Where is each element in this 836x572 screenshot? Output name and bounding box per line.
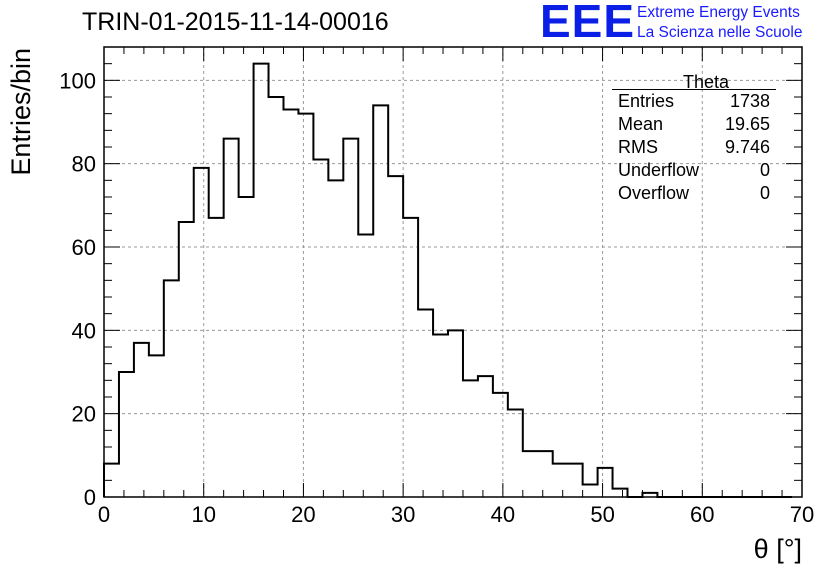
histogram-bin (209, 218, 224, 497)
histogram-bin (343, 139, 358, 497)
stat-label: Overflow (618, 183, 690, 203)
eee-logo: EEE Extreme Energy Events La Scienza nel… (540, 0, 836, 48)
histogram-bin (433, 335, 448, 498)
histogram-bin (313, 160, 328, 498)
y-tick-label: 60 (72, 235, 96, 260)
histogram-bin (493, 393, 508, 497)
histogram-bin (523, 451, 538, 497)
histogram-bin (418, 310, 433, 498)
y-tick-label: 80 (72, 152, 96, 177)
stat-row-mean: Mean 19.65 (612, 113, 776, 136)
y-axis-label: Entries/bin (6, 48, 36, 176)
y-tick-label: 0 (84, 485, 96, 510)
x-tick-label: 30 (391, 502, 415, 527)
histogram-bin (553, 464, 568, 497)
histogram-bin (179, 222, 194, 497)
logo-line-1: Extreme Energy Events (637, 4, 800, 21)
stat-label: Entries (618, 91, 675, 111)
stat-value: 19.65 (724, 114, 770, 134)
logo-line-2: La Scienza nelle Scuole (637, 24, 803, 41)
histogram-outline (103, 62, 793, 498)
histogram-bin (598, 468, 613, 497)
stat-label: Underflow (618, 160, 700, 180)
stat-value: 0 (759, 160, 770, 180)
run-title: TRIN-01-2015-11-14-00016 (82, 8, 389, 36)
histogram-bin (373, 105, 388, 497)
histogram-bin (478, 376, 493, 497)
logo-mark: EEE (540, 0, 636, 47)
x-axis-label: θ [°] (754, 534, 802, 564)
histogram-bin (254, 64, 269, 497)
histogram-bin (538, 451, 553, 497)
y-tick-label: 20 (72, 402, 96, 427)
stat-row-rms: RMS 9.746 (612, 136, 776, 159)
stat-value: 0 (759, 183, 770, 203)
histogram-bin (269, 97, 284, 497)
histogram-bars (103, 62, 793, 498)
stat-label: Mean (618, 114, 664, 134)
stat-label: RMS (618, 137, 658, 157)
y-tick-label: 100 (59, 68, 96, 93)
x-tick-label: 50 (590, 502, 614, 527)
stat-row-entries: Entries 1738 (612, 90, 776, 113)
x-tick-label: 0 (98, 502, 110, 527)
histogram-bin (134, 343, 149, 497)
x-tick-label: 40 (491, 502, 515, 527)
histogram-bin (583, 485, 598, 498)
x-tick-label: 60 (690, 502, 714, 527)
x-tick-label: 20 (291, 502, 315, 527)
stat-row-overflow: Overflow 0 (612, 182, 776, 205)
plot-frame (103, 46, 803, 498)
stat-row-underflow: Underflow 0 (612, 159, 776, 182)
histogram-bin (164, 280, 179, 497)
histogram-bin (403, 218, 418, 497)
histogram-bin (119, 372, 134, 497)
stat-value: 1738 (729, 91, 770, 111)
histogram-bin (298, 114, 313, 497)
histogram-bin (224, 139, 239, 497)
histogram-bin (149, 355, 164, 497)
histogram-bin (328, 180, 343, 497)
x-tick-label: 10 (191, 502, 215, 527)
histogram-bin (613, 489, 628, 497)
grid-lines (104, 47, 802, 497)
histogram-bin (239, 197, 254, 497)
stats-box: Theta Entries 1738 Mean 19.65 RMS 9.746 … (612, 72, 776, 205)
stat-value: 9.746 (724, 137, 770, 157)
histogram-bin (568, 464, 583, 497)
x-tick-label: 70 (790, 502, 814, 527)
histogram-bin (448, 330, 463, 497)
histogram-bin (463, 380, 478, 497)
histogram-bin (194, 168, 209, 497)
stats-title: Theta (612, 72, 776, 92)
histogram-bin (508, 410, 523, 498)
histogram-bin (358, 235, 373, 498)
axes: 0 10 20 30 40 50 60 70 0 20 40 60 80 100 (59, 46, 814, 527)
y-tick-label: 40 (72, 318, 96, 343)
histogram-bin (388, 176, 403, 497)
histogram-bin (283, 110, 298, 498)
